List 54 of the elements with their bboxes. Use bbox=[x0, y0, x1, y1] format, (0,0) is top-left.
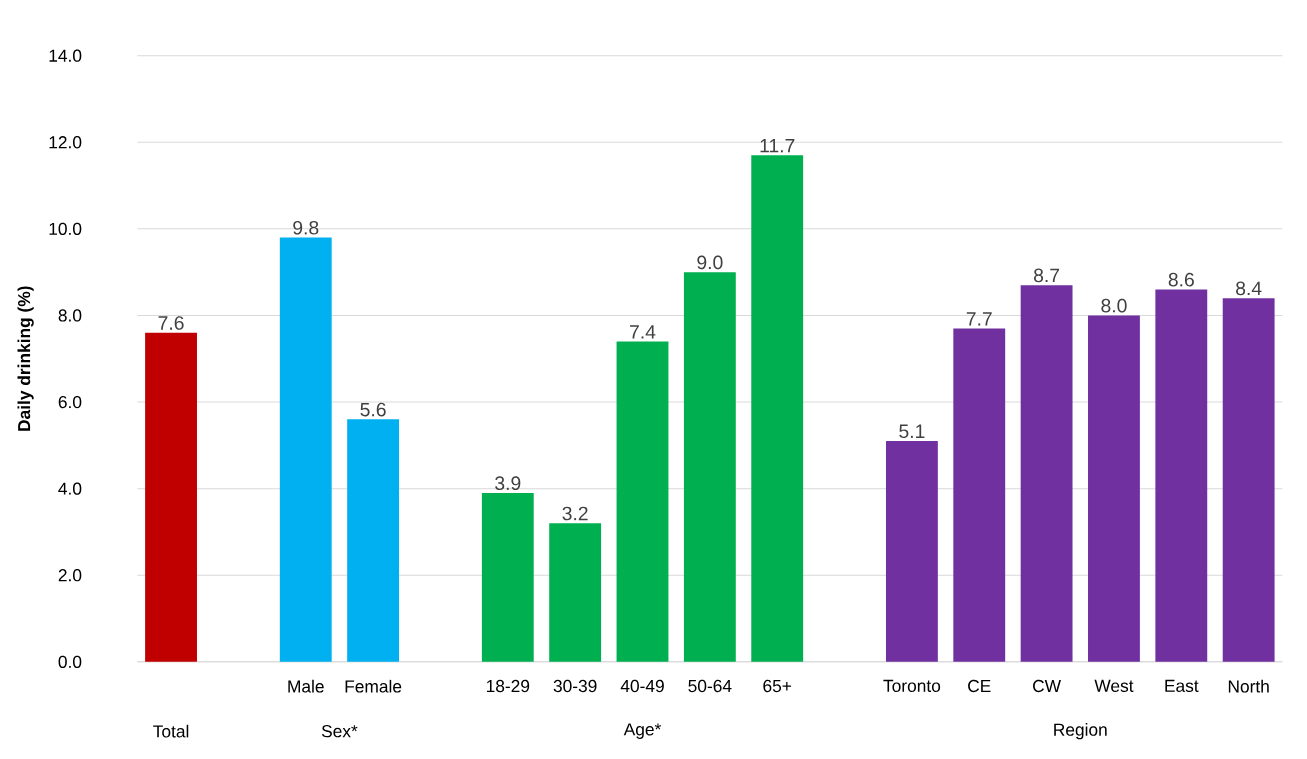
bar bbox=[1088, 315, 1140, 662]
x-tick-label: 18-29 bbox=[486, 679, 530, 693]
data-label: 5.6 bbox=[360, 402, 386, 417]
text: Sex* bbox=[321, 725, 358, 738]
x-tick-label: CW bbox=[1033, 679, 1061, 693]
x-tick-label: 50-64 bbox=[688, 679, 732, 693]
x-tick-label: 65+ bbox=[763, 679, 792, 693]
data-label: 8.7 bbox=[1034, 268, 1060, 283]
data-label: 7.7 bbox=[966, 312, 992, 326]
text: Age* bbox=[623, 723, 662, 740]
data-label: 9.0 bbox=[697, 255, 723, 270]
bar bbox=[279, 237, 332, 662]
bar bbox=[1222, 298, 1275, 662]
data-label: 8.0 bbox=[1101, 298, 1127, 313]
bar bbox=[347, 419, 400, 662]
y-axis-title: Daily drinking (%) bbox=[17, 286, 34, 431]
x-tick-label: Male bbox=[288, 679, 324, 693]
y-tick-label: 0.0 bbox=[58, 655, 82, 669]
y-tick-label: 6.0 bbox=[58, 395, 82, 409]
data-label: 5.1 bbox=[899, 424, 925, 439]
x-tick-label: 40-49 bbox=[620, 679, 664, 693]
x-tick-label: CE bbox=[968, 679, 991, 693]
data-label: 8.4 bbox=[1236, 281, 1262, 296]
y-tick-label: 8.0 bbox=[58, 309, 82, 322]
x-tick-label: 30-39 bbox=[553, 679, 597, 693]
bar bbox=[953, 328, 1006, 662]
data-label: 7.4 bbox=[630, 325, 656, 339]
bar bbox=[1155, 289, 1208, 662]
y-tick-label: 12.0 bbox=[49, 136, 82, 149]
x-tick-label: West bbox=[1094, 679, 1134, 693]
x-tick-label: Toronto bbox=[883, 679, 941, 693]
y-tick-label: 4.0 bbox=[58, 482, 82, 495]
data-label: 3.9 bbox=[495, 476, 521, 491]
x-tick-label: East bbox=[1165, 679, 1199, 693]
text: Total bbox=[153, 724, 189, 738]
y-tick-label: 14.0 bbox=[49, 49, 82, 62]
data-label: 7.6 bbox=[158, 316, 184, 330]
bar bbox=[616, 341, 669, 662]
data-label: 3.2 bbox=[562, 506, 588, 521]
bar bbox=[683, 272, 736, 662]
y-tick-label: 2.0 bbox=[58, 569, 82, 582]
bar bbox=[145, 332, 197, 662]
x-tick-label: North bbox=[1228, 679, 1269, 693]
bar bbox=[549, 523, 602, 662]
bar bbox=[885, 441, 938, 662]
text: Region bbox=[1054, 723, 1107, 740]
x-tick-label: Female bbox=[345, 679, 402, 693]
bar bbox=[481, 493, 534, 662]
data-label: 8.6 bbox=[1168, 272, 1194, 287]
bar bbox=[1020, 285, 1073, 662]
data-label: 11.7 bbox=[760, 139, 795, 153]
data-label: 9.8 bbox=[293, 220, 319, 235]
bar bbox=[751, 155, 804, 662]
y-tick-label: 10.0 bbox=[49, 222, 82, 236]
